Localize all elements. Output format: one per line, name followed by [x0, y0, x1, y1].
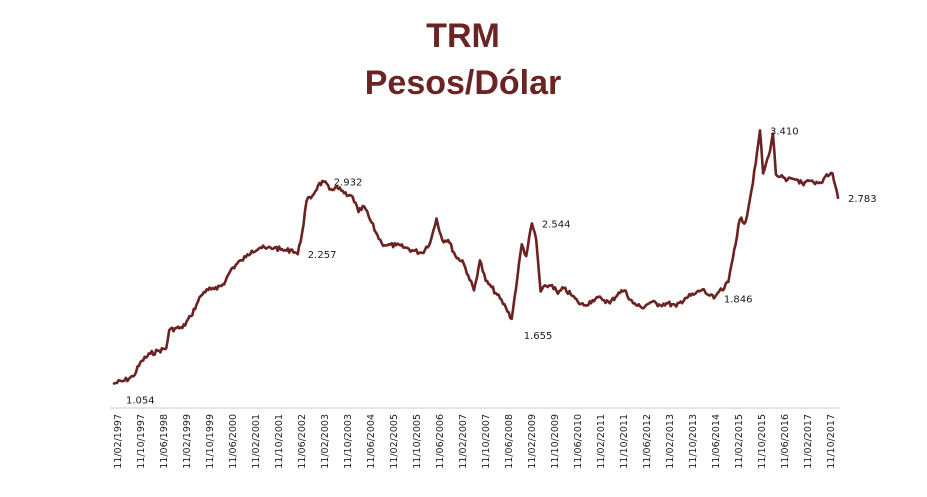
x-tick-label: 11/06/2004 [366, 414, 377, 469]
x-tick-label: 11/02/2005 [389, 414, 400, 469]
x-tick-label: 11/02/2003 [320, 414, 331, 469]
x-tick-label: 11/06/1998 [159, 414, 170, 469]
x-tick-label: 11/10/2001 [274, 414, 285, 469]
data-label: 3.410 [770, 126, 799, 137]
data-label: 2.544 [542, 219, 571, 230]
data-annotations: 1.054 2.257 2.932 1.655 2.544 1.846 3.410 2.783 [126, 126, 877, 406]
x-tick-label: 11/10/2005 [412, 414, 423, 469]
data-label: 2.783 [848, 194, 877, 205]
x-tick-label: 11/02/2011 [596, 414, 607, 469]
x-tick-label: 11/06/2000 [228, 414, 239, 469]
x-tick-label: 11/06/2014 [711, 414, 722, 469]
data-label: 1.054 [126, 396, 155, 407]
x-tick-label: 11/02/2015 [734, 414, 745, 469]
data-label: 2.932 [334, 178, 363, 189]
x-tick-label: 11/02/2017 [803, 414, 814, 469]
x-tick-label: 11/02/2007 [458, 414, 469, 469]
data-label: 1.655 [524, 331, 553, 342]
series-line-trm [112, 129, 840, 385]
x-tick-label: 11/06/2006 [435, 414, 446, 469]
x-tick-label: 11/10/2003 [343, 414, 354, 469]
chart-subtitle: Pesos/Dólar [365, 64, 562, 102]
x-tick-label: 11/06/2012 [642, 414, 653, 469]
x-tick-label: 11/10/2011 [619, 414, 630, 469]
x-tick-label: 11/10/2007 [481, 414, 492, 469]
x-tick-label: 11/10/2015 [757, 414, 768, 469]
x-tick-label: 11/02/2001 [251, 414, 262, 469]
chart-title: TRM [426, 17, 500, 55]
x-tick-label: 11/02/2013 [665, 414, 676, 469]
x-tick-label: 11/10/1999 [205, 414, 216, 469]
x-tick-label: 11/02/1997 [113, 414, 124, 469]
data-label: 1.846 [724, 294, 753, 305]
x-tick-label: 11/06/2008 [504, 414, 515, 469]
x-tick-label: 11/06/2010 [573, 414, 584, 469]
x-tick-label: 11/10/2017 [826, 414, 837, 469]
x-tick-label: 11/10/1997 [136, 414, 147, 469]
x-tick-labels: 11/02/1997 11/10/1997 11/06/1998 11/02/1999… [113, 414, 837, 469]
x-tick-label: 11/06/2016 [780, 414, 791, 469]
data-label: 2.257 [308, 250, 337, 261]
x-tick-label: 11/02/1999 [182, 414, 193, 469]
x-tick-label: 11/02/2009 [527, 414, 538, 469]
x-tick-label: 11/06/2002 [297, 414, 308, 469]
x-tick-label: 11/10/2013 [688, 414, 699, 469]
x-tick-label: 11/10/2009 [550, 414, 561, 469]
